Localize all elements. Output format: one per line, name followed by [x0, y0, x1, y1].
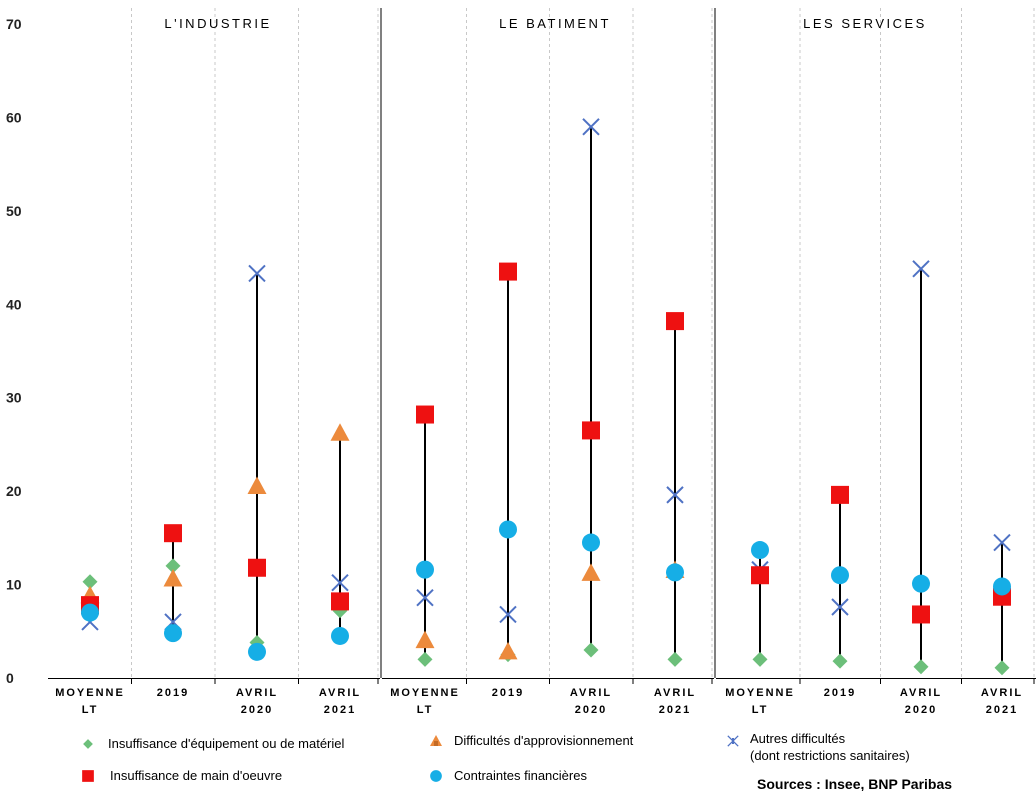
data-point — [913, 659, 929, 675]
x-tick-label: 2021 — [659, 704, 691, 716]
legend: Insuffisance d'équipement ou de matériel… — [82, 731, 952, 791]
data-point — [582, 533, 600, 552]
legend-label: Contraintes financières — [454, 768, 587, 783]
data-point — [912, 574, 930, 593]
x-tick-label: AVRIL — [900, 687, 942, 699]
data-point — [583, 642, 599, 658]
data-point — [499, 262, 517, 281]
data-point — [331, 592, 349, 611]
legend-label: Insuffisance d'équipement ou de matériel — [108, 736, 345, 751]
data-point — [248, 642, 266, 661]
y-tick-label: 20 — [6, 483, 22, 499]
data-point — [582, 118, 600, 136]
data-point — [832, 653, 848, 669]
data-markers — [80, 118, 1011, 676]
x-tick-label: 2020 — [905, 704, 937, 716]
data-point — [330, 423, 350, 441]
legend-marker-fin — [430, 770, 442, 782]
data-point — [416, 560, 434, 579]
x-tick-label: 2019 — [157, 687, 189, 699]
panel-title: LE BATIMENT — [499, 16, 611, 31]
legend-label: Insuffisance de main d'oeuvre — [110, 768, 282, 783]
data-point — [666, 563, 684, 582]
data-point — [81, 603, 99, 622]
x-tick-label: AVRIL — [570, 687, 612, 699]
data-point — [912, 260, 930, 278]
data-point — [164, 524, 182, 543]
y-tick-label: 30 — [6, 390, 22, 406]
y-tick-label: 70 — [6, 16, 22, 32]
data-point — [831, 598, 849, 616]
x-tick-label: 2021 — [324, 704, 356, 716]
data-point — [667, 651, 683, 667]
axes — [48, 8, 1036, 684]
data-point — [417, 651, 433, 667]
data-point — [248, 264, 266, 283]
data-point — [416, 588, 434, 607]
data-point — [499, 520, 517, 539]
data-point — [163, 568, 183, 587]
y-tick-label: 40 — [6, 296, 22, 312]
data-point — [666, 486, 684, 504]
data-point — [248, 558, 266, 577]
range-lines — [89, 126, 1003, 668]
x-tick-label: AVRIL — [236, 687, 278, 699]
data-point — [331, 573, 349, 592]
y-tick-label: 60 — [6, 109, 22, 125]
data-point — [831, 485, 849, 504]
x-tick-label: 2019 — [492, 687, 524, 699]
y-tick-label: 50 — [6, 203, 22, 219]
data-point — [666, 312, 684, 331]
y-tick-label: 0 — [6, 670, 14, 686]
data-point — [499, 605, 517, 624]
data-point — [164, 624, 182, 643]
x-tick-label: MOYENNE — [725, 687, 795, 699]
data-point — [993, 533, 1011, 552]
data-point — [831, 566, 849, 585]
panel-title: L'INDUSTRIE — [164, 16, 271, 31]
data-point — [331, 626, 349, 645]
data-point — [912, 605, 930, 624]
data-point — [751, 566, 769, 585]
data-point — [247, 476, 267, 494]
labels: 0 10 20 30 40 50 60 70 L'INDUSTRIE MOYENNE LT 2019 A… — [6, 16, 1023, 716]
x-tick-label: 2020 — [241, 704, 273, 716]
x-tick-label: LT — [417, 704, 434, 716]
x-tick-label: 2020 — [575, 704, 607, 716]
data-point — [416, 405, 434, 424]
data-point — [498, 641, 518, 660]
x-tick-label: 2021 — [986, 704, 1018, 716]
legend-marker-main — [82, 770, 94, 782]
legend-label: Autres difficultés — [750, 731, 846, 746]
legend-marker-appro — [430, 735, 442, 746]
legend-marker-equip — [83, 739, 93, 749]
data-point — [581, 563, 601, 581]
y-tick-label: 10 — [6, 577, 22, 593]
x-tick-label: LT — [752, 704, 769, 716]
data-point — [751, 541, 769, 560]
data-point — [994, 660, 1010, 676]
x-tick-label: AVRIL — [654, 687, 696, 699]
data-point — [582, 421, 600, 440]
legend-label-line2: (dont restrictions sanitaires) — [750, 748, 910, 763]
x-tick-label: LT — [82, 704, 99, 716]
x-tick-label: MOYENNE — [390, 687, 460, 699]
x-tick-label: AVRIL — [981, 687, 1023, 699]
panel-title: LES SERVICES — [803, 16, 927, 31]
data-point — [165, 558, 181, 574]
source-note: Sources : Insee, BNP Paribas — [757, 776, 952, 791]
grid-lines — [131, 8, 1035, 678]
data-point — [752, 651, 768, 667]
x-tick-label: AVRIL — [319, 687, 361, 699]
x-tick-label: 2019 — [824, 687, 856, 699]
data-point — [993, 577, 1011, 596]
data-point — [82, 574, 98, 590]
x-tick-label: MOYENNE — [55, 687, 125, 699]
legend-label: Difficultés d'approvisionnement — [454, 733, 634, 748]
legend-marker-appro-bar — [434, 741, 438, 746]
data-point — [415, 630, 435, 649]
